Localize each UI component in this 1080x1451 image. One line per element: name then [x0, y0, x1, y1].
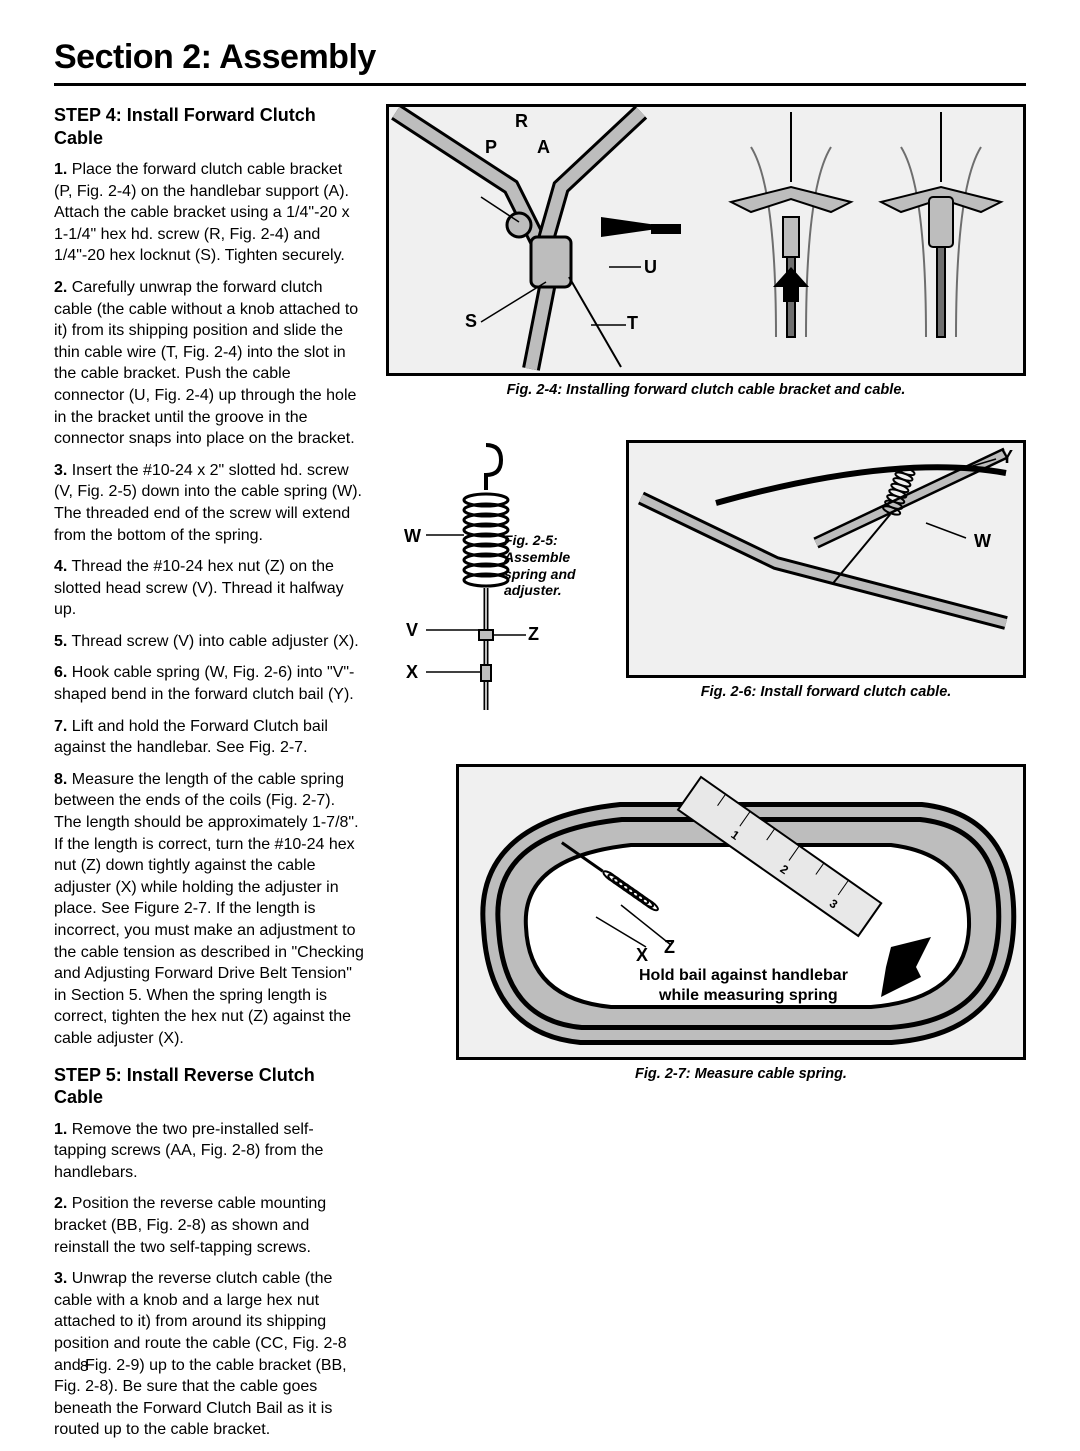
step4-item-8: 8. Measure the length of the cable sprin… — [54, 769, 364, 1050]
fig26-box: Y W — [626, 440, 1026, 678]
step4-body: 1. Place the forward clutch cable bracke… — [54, 159, 364, 1050]
fig25-label-X: X — [406, 662, 418, 683]
fig26-label-Y: Y — [1001, 447, 1013, 468]
left-column: STEP 4: Install Forward Clutch Cable 1. … — [54, 104, 364, 1451]
step4-item-5: 5. Thread screw (V) into cable adjuster … — [54, 631, 364, 653]
step5-body: 1. Remove the two pre-installed self-tap… — [54, 1119, 364, 1441]
step5-item-3: 3. Unwrap the reverse clutch cable (the … — [54, 1268, 364, 1441]
step4-heading: STEP 4: Install Forward Clutch Cable — [54, 104, 364, 149]
fig25-label-V: V — [406, 620, 418, 641]
fig25-label-W: W — [404, 526, 421, 547]
fig27-container: 1 2 3 — [386, 764, 1026, 1082]
step5-item-1: 1. Remove the two pre-installed self-tap… — [54, 1119, 364, 1184]
step5-item-2: 2. Position the reverse cable mounting b… — [54, 1193, 364, 1258]
step4-item-7: 7. Lift and hold the Forward Clutch bail… — [54, 716, 364, 759]
step4-item-1: 1. Place the forward clutch cable bracke… — [54, 159, 364, 267]
fig27-svg: 1 2 3 — [459, 767, 1023, 1057]
fig25-container: W V X Z Fig. 2-5: Assemble spring and ad… — [386, 440, 596, 730]
fig25-caption: Fig. 2-5: Assemble spring and adjuster. — [504, 532, 614, 599]
fig24-box: R P A U S T — [386, 104, 1026, 376]
fig26-svg — [629, 443, 1023, 675]
fig24-label-T: T — [627, 313, 638, 334]
fig25-label-Z: Z — [528, 624, 539, 645]
fig27-caption: Fig. 2-7: Measure cable spring. — [456, 1066, 1026, 1082]
fig24-label-P: P — [485, 137, 497, 158]
page-grid: STEP 4: Install Forward Clutch Cable 1. … — [54, 104, 1026, 1451]
fig27-note1: Hold bail against handlebar — [639, 967, 848, 985]
fig26-label-W: W — [974, 531, 991, 552]
fig27-box: 1 2 3 — [456, 764, 1026, 1060]
section-rule — [54, 83, 1026, 86]
right-column: R P A U S T Fig. 2-4: Installing forward… — [386, 104, 1026, 1451]
fig27-label-Z: Z — [664, 937, 675, 958]
fig27-note2: while measuring spring — [659, 987, 838, 1005]
page-number: 8 — [80, 1358, 88, 1375]
step4-item-2: 2. Carefully unwrap the forward clutch c… — [54, 277, 364, 450]
fig27-label-X: X — [636, 945, 648, 966]
fig26-container: Y W Fig. 2-6: Install forward clutch cab… — [626, 440, 1026, 730]
fig24-label-R: R — [515, 111, 528, 132]
fig24-caption: Fig. 2-4: Installing forward clutch cabl… — [386, 382, 1026, 398]
fig24-label-U: U — [644, 257, 657, 278]
step4-item-4: 4. Thread the #10-24 hex nut (Z) on the … — [54, 556, 364, 621]
fig24-label-A: A — [537, 137, 550, 158]
step4-item-3: 3. Insert the #10-24 x 2" slotted hd. sc… — [54, 460, 364, 546]
step4-item-6: 6. Hook cable spring (W, Fig. 2-6) into … — [54, 662, 364, 705]
step5-heading: STEP 5: Install Reverse Clutch Cable — [54, 1064, 364, 1109]
fig-mid-row: W V X Z Fig. 2-5: Assemble spring and ad… — [386, 440, 1026, 730]
section-title: Section 2: Assembly — [54, 38, 1026, 77]
fig24-container: R P A U S T Fig. 2-4: Installing forward… — [386, 104, 1026, 398]
fig26-caption: Fig. 2-6: Install forward clutch cable. — [626, 684, 1026, 700]
fig24-label-S: S — [465, 311, 477, 332]
